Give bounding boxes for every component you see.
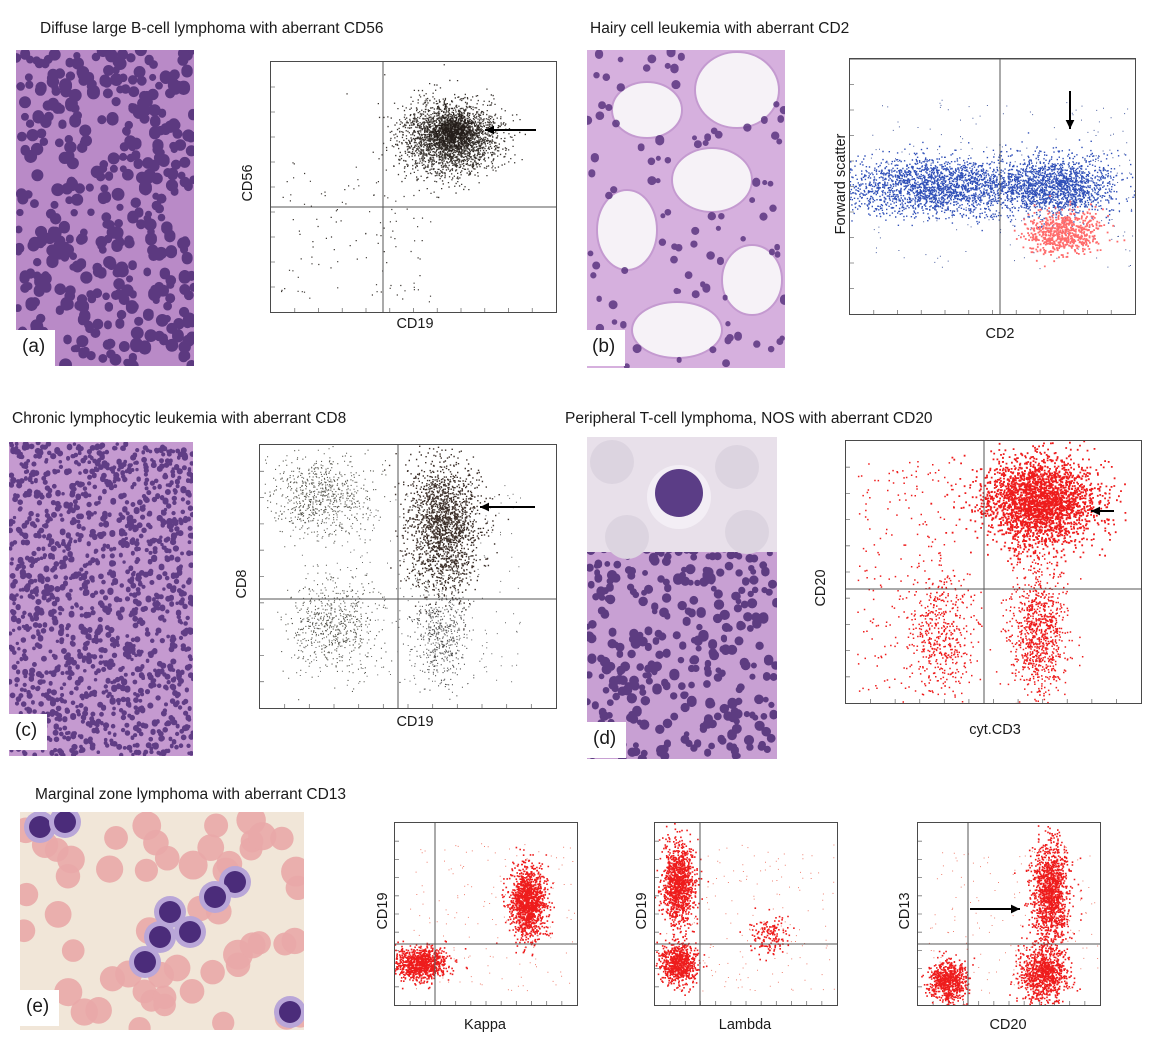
panel-b-x-axis-label: CD2 bbox=[985, 326, 1015, 342]
panel-c-flow-plot bbox=[243, 413, 557, 718]
panel-e-plot-1-x-axis-label: Kappa bbox=[464, 1017, 506, 1033]
panel-e-blood-smear-image bbox=[20, 812, 304, 1030]
panel-e-flow-plot-3 bbox=[917, 795, 1101, 1018]
panel-e-flow-plot-2 bbox=[650, 814, 838, 1006]
panel-e-plot-2-y-axis-label: CD19 bbox=[634, 892, 650, 930]
panel-d-x-axis-label: cyt.CD3 bbox=[969, 722, 1021, 738]
panel-b-title: Hairy cell leukemia with aberrant CD2 bbox=[590, 20, 850, 37]
panel-c-y-axis-label: CD8 bbox=[234, 569, 250, 599]
panel-e-plot-2-x-axis-label: Lambda bbox=[718, 1017, 772, 1033]
panel-b-flow-plot bbox=[780, 58, 1157, 315]
panel-e-plot-3-y-axis-label: CD13 bbox=[897, 892, 913, 930]
panel-d-histology-image bbox=[587, 437, 777, 759]
panel-b-y-axis-label: Forward scatter bbox=[833, 133, 849, 235]
panel-a-y-axis-label: CD56 bbox=[240, 164, 256, 202]
panel-e-label: (e) bbox=[20, 990, 60, 1026]
panel-a-flow-plot bbox=[270, 61, 557, 313]
panel-c-x-axis-label: CD19 bbox=[396, 714, 434, 730]
panel-e-plot-1-y-axis-label: CD19 bbox=[375, 892, 391, 930]
panel-b-histology-image bbox=[587, 50, 785, 368]
panel-a-x-axis-label: CD19 bbox=[396, 316, 434, 332]
panel-d-flow-plot bbox=[845, 415, 1142, 732]
panel-c-histology-image bbox=[9, 442, 193, 756]
panel-a-title: Diffuse large B-cell lymphoma with aberr… bbox=[40, 20, 384, 37]
panel-d-y-axis-label: CD20 bbox=[813, 569, 829, 607]
panel-e-title: Marginal zone lymphoma with aberrant CD1… bbox=[35, 786, 347, 803]
panel-b-label: (b) bbox=[586, 330, 626, 366]
panel-a-label: (a) bbox=[16, 330, 56, 366]
panel-c-title: Chronic lymphocytic leukemia with aberra… bbox=[12, 410, 347, 427]
panel-e-flow-plot-1 bbox=[376, 822, 578, 1006]
panel-d-label: (d) bbox=[587, 722, 627, 758]
panel-a-histology-image bbox=[16, 50, 194, 366]
panel-c-label: (c) bbox=[9, 714, 48, 750]
panel-d-title: Peripheral T-cell lymphoma, NOS with abe… bbox=[565, 410, 933, 427]
panel-e-plot-3-x-axis-label: CD20 bbox=[989, 1017, 1027, 1033]
